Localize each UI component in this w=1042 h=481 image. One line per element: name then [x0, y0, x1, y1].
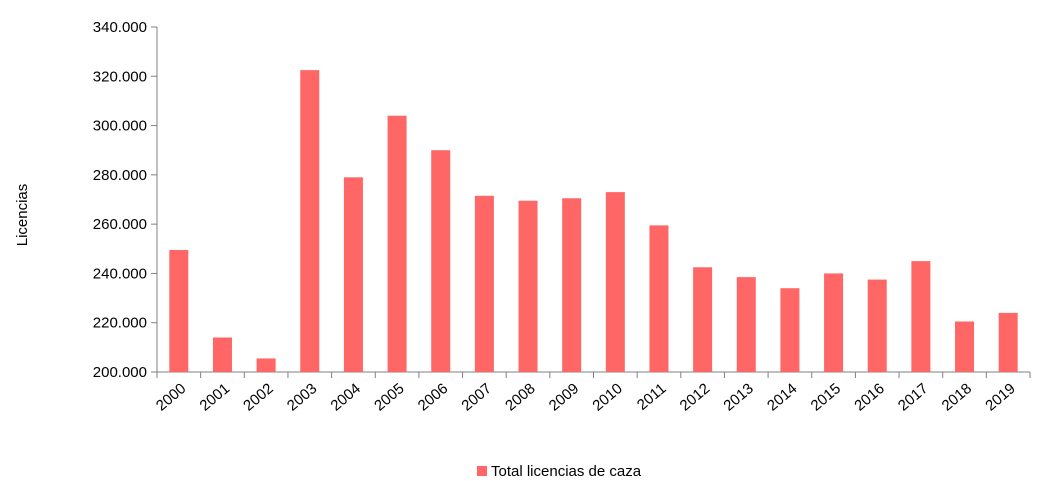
bar: [693, 267, 713, 372]
x-tick-label: 2017: [895, 380, 931, 414]
y-tick-label: 240.000: [93, 265, 147, 282]
bar: [780, 288, 800, 372]
x-tick-label: 2001: [197, 380, 233, 414]
bar: [824, 273, 844, 372]
x-tick-label: 2010: [589, 380, 625, 414]
bar: [911, 261, 931, 372]
y-tick-label: 300.000: [93, 118, 147, 135]
y-tick-label: 320.000: [93, 68, 147, 85]
x-tick-label: 2006: [415, 380, 451, 414]
y-axis: 200.000 220.000 240.000 260.000 280.000 300.0…: [93, 19, 158, 381]
x-tick-label: 2008: [502, 380, 538, 414]
bar: [300, 70, 320, 372]
bar: [605, 192, 625, 372]
y-tick-label: 280.000: [93, 167, 147, 184]
legend: Total licencias de caza: [477, 463, 642, 480]
bar: [562, 198, 582, 372]
x-axis: 2000 2001 2002 2003 2004 2005 2006 2007 2008 2009…: [153, 371, 1031, 415]
y-axis-title: Licencias: [14, 184, 31, 247]
x-tick-label: 2011: [634, 380, 670, 414]
x-tick-label: 2018: [939, 380, 975, 414]
x-tick-label: 2005: [371, 380, 407, 414]
bar: [343, 177, 363, 372]
bar: [649, 225, 669, 372]
y-tick-label: 200.000: [93, 364, 147, 381]
x-tick-label: 2007: [458, 380, 494, 414]
bar-series: [169, 70, 1018, 372]
y-tick-label: 220.000: [93, 315, 147, 332]
bar: [431, 150, 451, 372]
bar: [998, 312, 1018, 372]
x-tick-label: 2015: [808, 380, 844, 414]
x-tick-label: 2009: [546, 380, 582, 414]
x-tick-label: 2014: [764, 380, 800, 414]
bar: [955, 321, 975, 372]
x-tick-label: 2003: [284, 380, 320, 414]
bar: [474, 195, 494, 372]
bar: [736, 277, 756, 372]
x-tick-label: 2004: [328, 380, 364, 414]
y-tick-label: 260.000: [93, 216, 147, 233]
bar: [387, 115, 407, 372]
x-tick-label: 2019: [982, 380, 1018, 414]
x-tick-label: 2013: [720, 380, 756, 414]
x-tick-label: 2000: [153, 380, 189, 414]
x-tick-label: 2016: [851, 380, 887, 414]
bar: [256, 358, 276, 372]
legend-label: Total licencias de caza: [491, 463, 642, 480]
bar: [169, 250, 189, 372]
y-tick-label: 340.000: [93, 19, 147, 36]
bar: [867, 279, 887, 372]
x-tick-label: 2012: [677, 380, 713, 414]
bar: [518, 200, 538, 372]
legend-swatch: [477, 466, 487, 476]
bar: [212, 337, 232, 372]
x-tick-label: 2002: [240, 380, 276, 414]
